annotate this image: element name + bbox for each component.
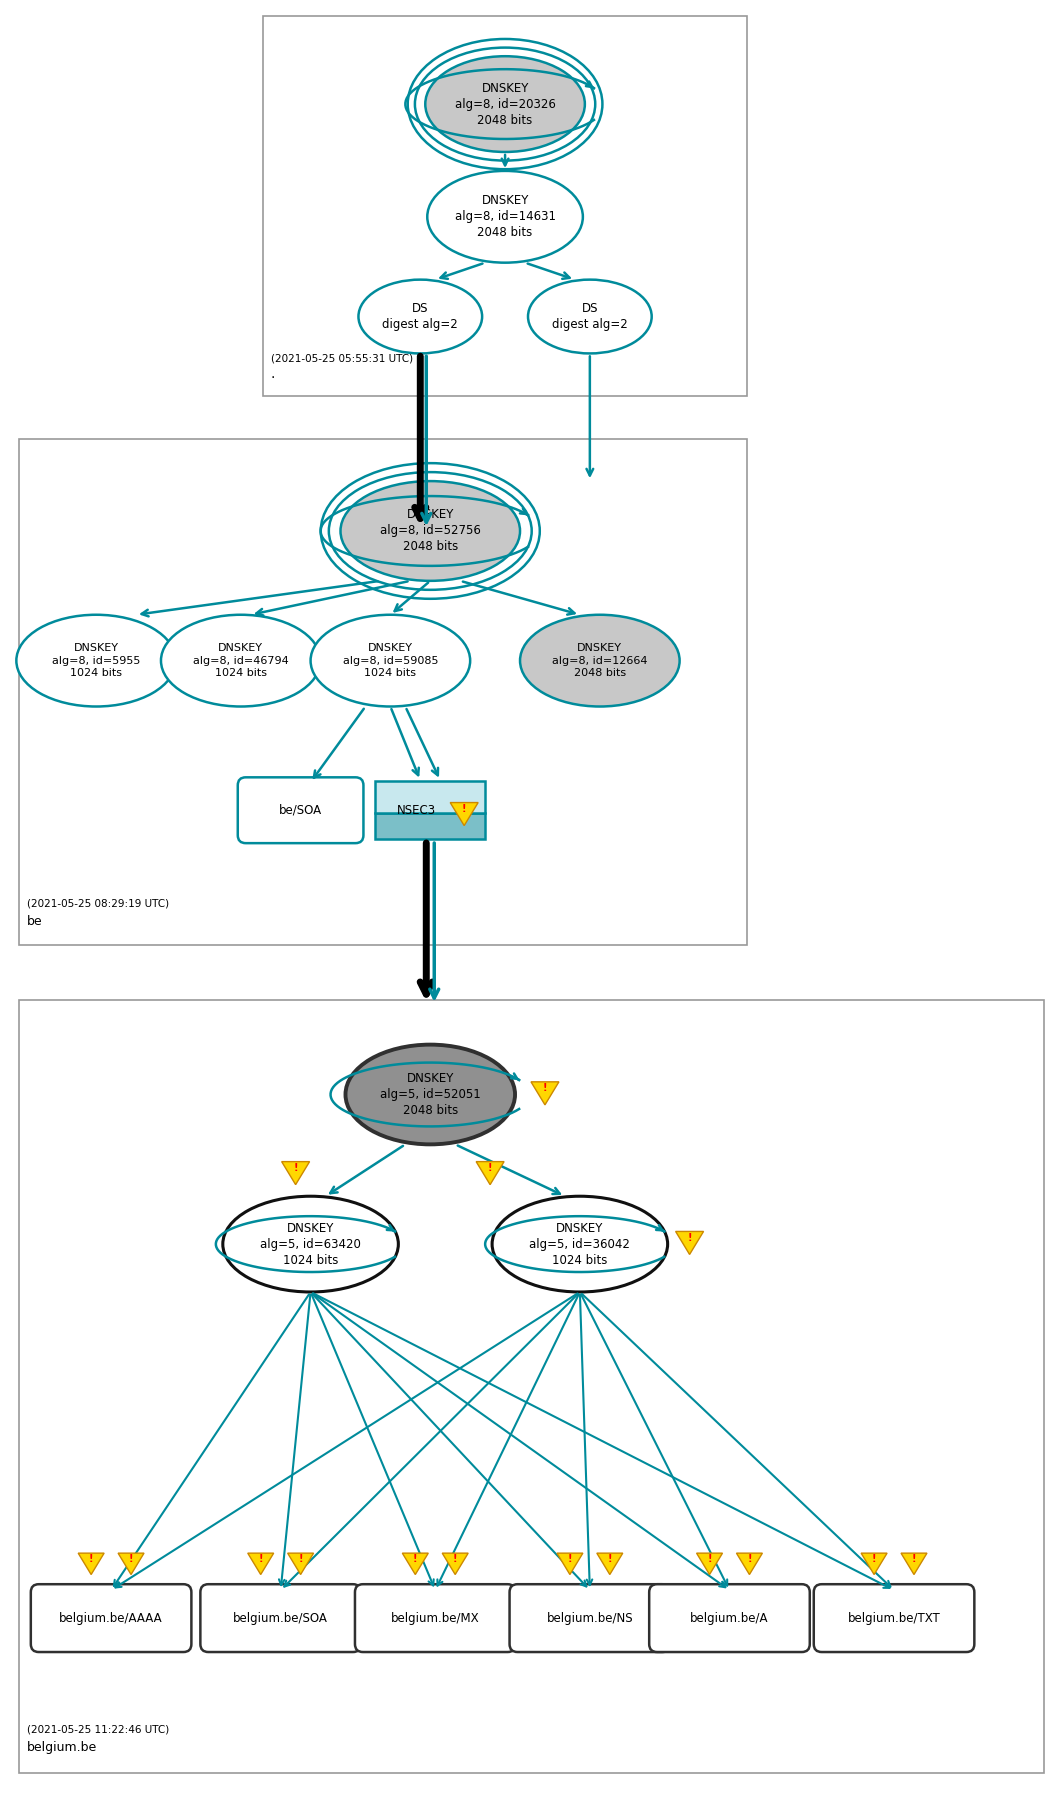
FancyBboxPatch shape <box>355 1584 516 1652</box>
Text: !: ! <box>462 804 467 815</box>
Text: be: be <box>28 915 43 928</box>
Text: !: ! <box>488 1162 492 1173</box>
Text: .: . <box>271 368 275 382</box>
Ellipse shape <box>161 614 321 706</box>
Text: !: ! <box>299 1553 303 1564</box>
Ellipse shape <box>358 279 483 353</box>
Polygon shape <box>118 1553 144 1575</box>
Text: belgium.be: belgium.be <box>28 1741 98 1753</box>
FancyBboxPatch shape <box>238 777 364 843</box>
Polygon shape <box>451 802 478 825</box>
Polygon shape <box>861 1553 887 1575</box>
Ellipse shape <box>223 1197 399 1292</box>
Text: DNSKEY
alg=8, id=12664
2048 bits: DNSKEY alg=8, id=12664 2048 bits <box>552 643 647 678</box>
FancyBboxPatch shape <box>200 1584 361 1652</box>
Text: belgium.be/MX: belgium.be/MX <box>391 1611 479 1625</box>
Polygon shape <box>676 1231 704 1254</box>
Text: DNSKEY
alg=8, id=59085
1024 bits: DNSKEY alg=8, id=59085 1024 bits <box>342 643 438 678</box>
Bar <box>375 782 485 813</box>
Text: (2021-05-25 05:55:31 UTC): (2021-05-25 05:55:31 UTC) <box>271 353 412 364</box>
Text: !: ! <box>89 1553 94 1564</box>
Text: belgium.be/A: belgium.be/A <box>690 1611 769 1625</box>
Text: be/SOA: be/SOA <box>280 804 322 816</box>
Text: !: ! <box>747 1553 752 1564</box>
Text: !: ! <box>608 1553 612 1564</box>
Text: belgium.be/SOA: belgium.be/SOA <box>233 1611 328 1625</box>
Bar <box>263 16 747 396</box>
Text: DS
digest alg=2: DS digest alg=2 <box>383 303 458 332</box>
Ellipse shape <box>345 1045 516 1144</box>
Text: !: ! <box>129 1553 133 1564</box>
Text: !: ! <box>568 1553 572 1564</box>
Text: !: ! <box>707 1553 712 1564</box>
Text: DNSKEY
alg=5, id=63420
1024 bits: DNSKEY alg=5, id=63420 1024 bits <box>260 1222 361 1267</box>
Text: !: ! <box>872 1553 876 1564</box>
FancyBboxPatch shape <box>31 1584 191 1652</box>
Text: DNSKEY
alg=8, id=5955
1024 bits: DNSKEY alg=8, id=5955 1024 bits <box>52 643 140 678</box>
Bar <box>19 440 747 944</box>
Ellipse shape <box>16 614 176 706</box>
Text: DNSKEY
alg=8, id=14631
2048 bits: DNSKEY alg=8, id=14631 2048 bits <box>455 195 556 240</box>
Text: !: ! <box>414 1553 418 1564</box>
Text: belgium.be/AAAA: belgium.be/AAAA <box>60 1611 163 1625</box>
Polygon shape <box>288 1553 314 1575</box>
Polygon shape <box>557 1553 583 1575</box>
FancyBboxPatch shape <box>509 1584 670 1652</box>
Text: NSEC3: NSEC3 <box>396 804 436 816</box>
Ellipse shape <box>310 614 470 706</box>
FancyBboxPatch shape <box>814 1584 975 1652</box>
Polygon shape <box>79 1553 104 1575</box>
Text: DNSKEY
alg=5, id=36042
1024 bits: DNSKEY alg=5, id=36042 1024 bits <box>529 1222 630 1267</box>
FancyBboxPatch shape <box>649 1584 810 1652</box>
Text: !: ! <box>688 1233 692 1243</box>
Text: !: ! <box>912 1553 916 1564</box>
Text: (2021-05-25 08:29:19 UTC): (2021-05-25 08:29:19 UTC) <box>28 899 169 908</box>
Polygon shape <box>442 1553 468 1575</box>
Polygon shape <box>737 1553 762 1575</box>
Ellipse shape <box>528 279 652 353</box>
Text: DNSKEY
alg=8, id=52756
2048 bits: DNSKEY alg=8, id=52756 2048 bits <box>379 508 480 553</box>
Ellipse shape <box>425 56 585 151</box>
Polygon shape <box>596 1553 623 1575</box>
Text: DNSKEY
alg=5, id=52051
2048 bits: DNSKEY alg=5, id=52051 2048 bits <box>379 1072 480 1117</box>
Ellipse shape <box>520 614 679 706</box>
Ellipse shape <box>427 171 583 263</box>
Ellipse shape <box>492 1197 668 1292</box>
Text: DNSKEY
alg=8, id=20326
2048 bits: DNSKEY alg=8, id=20326 2048 bits <box>455 81 556 126</box>
Text: DS
digest alg=2: DS digest alg=2 <box>552 303 628 332</box>
Text: belgium.be/TXT: belgium.be/TXT <box>847 1611 941 1625</box>
Text: (2021-05-25 11:22:46 UTC): (2021-05-25 11:22:46 UTC) <box>28 1725 170 1735</box>
Polygon shape <box>476 1162 504 1184</box>
Polygon shape <box>532 1081 559 1105</box>
Bar <box>375 813 485 840</box>
Text: belgium.be/NS: belgium.be/NS <box>546 1611 634 1625</box>
Polygon shape <box>282 1162 309 1184</box>
Text: DNSKEY
alg=8, id=46794
1024 bits: DNSKEY alg=8, id=46794 1024 bits <box>192 643 289 678</box>
Bar <box>19 1000 1044 1773</box>
Text: !: ! <box>258 1553 263 1564</box>
Text: !: ! <box>543 1083 547 1094</box>
Text: !: ! <box>453 1553 457 1564</box>
Polygon shape <box>248 1553 273 1575</box>
Polygon shape <box>402 1553 428 1575</box>
Text: !: ! <box>293 1162 298 1173</box>
Ellipse shape <box>340 481 520 580</box>
Polygon shape <box>901 1553 927 1575</box>
Polygon shape <box>696 1553 723 1575</box>
